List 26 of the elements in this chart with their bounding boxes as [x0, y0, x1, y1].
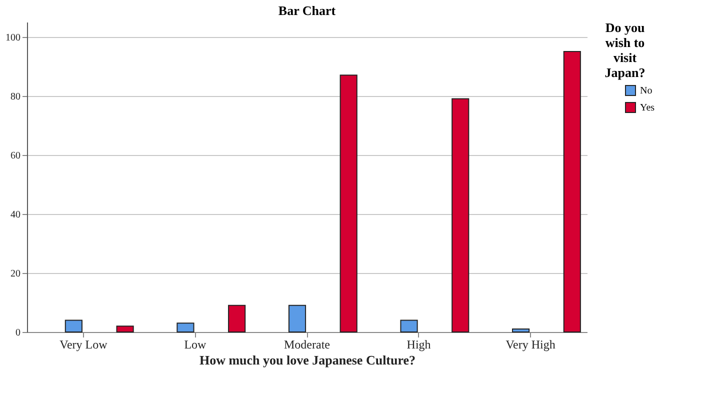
- y-tick-label: 40: [10, 209, 20, 220]
- bar: [228, 304, 246, 332]
- bar: [116, 326, 134, 332]
- chart-title: Bar Chart: [278, 3, 336, 18]
- y-tick-label: 60: [10, 150, 20, 162]
- bar: [400, 320, 418, 332]
- x-tick-label: Very High: [506, 338, 556, 352]
- x-tick-label: Moderate: [284, 338, 330, 352]
- bar: [340, 74, 358, 332]
- bar: [176, 322, 194, 332]
- y-tick-label: 20: [10, 268, 20, 280]
- bar: [563, 51, 581, 332]
- legend-title: Do you wish to visit Japan?: [604, 20, 646, 80]
- bar: [64, 320, 82, 332]
- bar: [452, 98, 470, 332]
- legend-label: No: [640, 86, 652, 96]
- legend-label: Yes: [640, 102, 655, 114]
- bar: [288, 304, 306, 332]
- bar: [512, 328, 530, 332]
- x-axis-title: How much you love Japanese Culture?: [199, 352, 416, 368]
- y-tick-label: 80: [10, 91, 20, 102]
- x-tick-label: High: [406, 338, 431, 352]
- x-tick-label: Very Low: [60, 338, 108, 352]
- y-tick-label: 100: [6, 32, 20, 44]
- y-tick-label: 0: [16, 328, 20, 338]
- x-tick-label: Low: [184, 338, 207, 352]
